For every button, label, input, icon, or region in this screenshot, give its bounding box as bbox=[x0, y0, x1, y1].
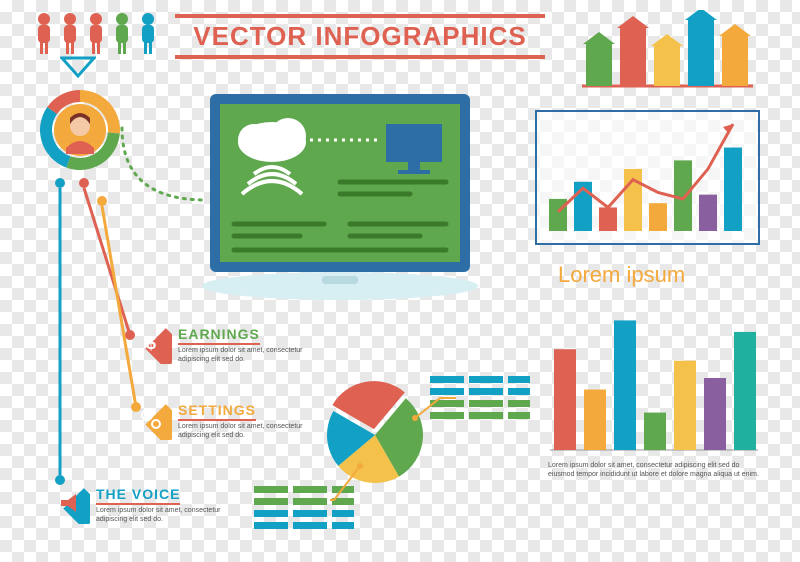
settings-icon bbox=[130, 398, 172, 445]
voice-desc: Lorem ipsum dolor sit amet, consectetur … bbox=[96, 507, 236, 525]
earnings-block: EARNINGS Lorem ipsum dolor sit amet, con… bbox=[178, 326, 318, 365]
voice-icon bbox=[48, 482, 90, 529]
earnings-desc: Lorem ipsum dolor sit amet, consectetur … bbox=[178, 347, 318, 365]
svg-text:$: $ bbox=[146, 333, 156, 353]
earnings-icon: $ bbox=[130, 322, 172, 369]
settings-desc: Lorem ipsum dolor sit amet, consectetur … bbox=[178, 423, 318, 441]
earnings-label: EARNINGS bbox=[178, 326, 260, 345]
lorem-chart-footer: Lorem ipsum dolor sit amet, consectetur … bbox=[548, 462, 760, 480]
people-icons bbox=[30, 10, 170, 63]
main-title-text: VECTOR INFOGRAPHICS bbox=[193, 21, 526, 51]
lorem-chart-title: Lorem ipsum bbox=[558, 262, 685, 288]
lorem-bar-chart bbox=[548, 296, 760, 456]
avatar-ring bbox=[38, 88, 122, 177]
arrow-bars-chart bbox=[580, 10, 755, 88]
settings-label: SETTINGS bbox=[178, 402, 256, 421]
voice-block: THE VOICE Lorem ipsum dolor sit amet, co… bbox=[96, 486, 236, 525]
green-dotted-connector bbox=[120, 120, 210, 225]
voice-label: THE VOICE bbox=[96, 486, 180, 505]
main-title: VECTOR INFOGRAPHICS bbox=[175, 14, 545, 59]
triangle-icon bbox=[60, 56, 96, 83]
settings-block: SETTINGS Lorem ipsum dolor sit amet, con… bbox=[178, 402, 318, 441]
combo-chart bbox=[535, 110, 760, 245]
pie-connectors bbox=[330, 380, 530, 545]
laptop bbox=[200, 90, 480, 315]
